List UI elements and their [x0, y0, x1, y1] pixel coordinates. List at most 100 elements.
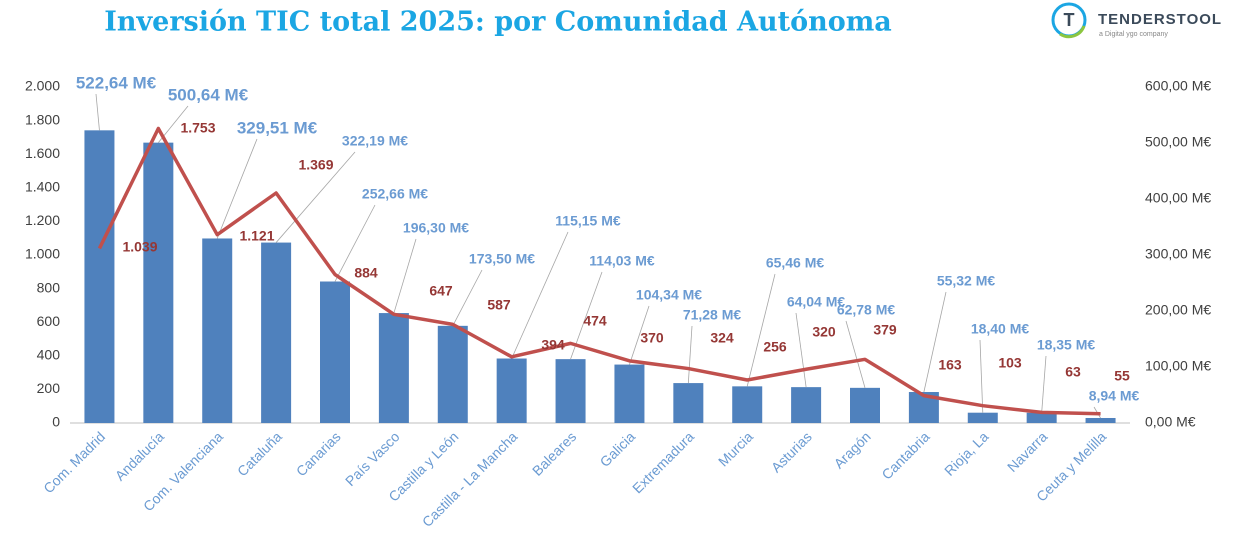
line-value-label: 320: [812, 324, 836, 340]
logo-tagline: a Digital ygo company: [1099, 31, 1168, 38]
y2-tick-label: 0,00 M€: [1145, 414, 1196, 430]
line-value-label: 647: [429, 283, 453, 299]
line-value-label: 587: [487, 297, 511, 313]
bar-value-label: 55,32 M€: [937, 273, 996, 289]
x-tick-label: Asturias: [768, 428, 815, 475]
logo-arc: [1059, 25, 1086, 39]
leader-line: [95, 93, 100, 131]
line-value-label: 884: [354, 265, 378, 281]
line-value-label: 103: [998, 355, 1022, 371]
bar: [261, 242, 292, 423]
leader-line: [511, 231, 569, 359]
line-value-label: 1.753: [180, 120, 215, 136]
leader-line: [1041, 355, 1047, 413]
bar: [437, 325, 468, 423]
x-tick-label: Galicia: [597, 428, 639, 470]
bar-value-label: 522,64 M€: [76, 73, 157, 92]
y-tick-label: 0: [52, 414, 60, 430]
bar: [320, 281, 350, 423]
bar-value-label: 329,51 M€: [237, 118, 318, 137]
line-value-label: 394: [541, 337, 565, 353]
bar-value-label: 18,40 M€: [971, 321, 1030, 337]
leader-line: [216, 138, 258, 239]
y2-tick-label: 500,00 M€: [1145, 134, 1211, 150]
line-value-label: 256: [763, 339, 787, 355]
leader-line: [923, 291, 947, 393]
leader-line: [334, 204, 376, 282]
bar: [850, 387, 880, 423]
x-tick-label: Murcia: [715, 428, 756, 469]
line-value-label: 370: [640, 330, 664, 346]
bar-value-label: 114,03 M€: [589, 253, 655, 269]
bar: [1085, 417, 1116, 423]
x-tick-label: Rioja, La: [941, 428, 992, 479]
line: [97, 126, 1101, 416]
y2-tick-label: 100,00 M€: [1145, 358, 1211, 374]
y2-tick-label: 300,00 M€: [1145, 246, 1211, 262]
x-tick-label: Canarias: [293, 428, 344, 479]
chart-title: Inversión TIC total 2025: por Comunidad …: [104, 7, 892, 38]
bar-value-label: 322,19 M€: [342, 133, 408, 149]
bar-value-label: 104,34 M€: [636, 287, 702, 303]
line-value-label: 379: [873, 322, 897, 338]
leader-line: [452, 269, 483, 327]
y-tick-label: 1.200: [25, 212, 60, 228]
x-tick-label: Com. Madrid: [40, 428, 108, 496]
line-value-label: 163: [938, 357, 962, 373]
bar-value-label: 62,78 M€: [837, 302, 896, 318]
line-value-label: 474: [583, 313, 607, 329]
y-tick-label: 600: [37, 313, 61, 329]
bar: [732, 386, 763, 423]
leader-line: [275, 151, 356, 243]
bar-value-label: 173,50 M€: [469, 251, 535, 267]
bar: [555, 359, 586, 423]
line-value-label: 1.121: [239, 228, 274, 244]
bar: [378, 313, 409, 423]
leader-line: [979, 339, 984, 413]
y-tick-label: 1.600: [25, 145, 60, 161]
y-tick-label: 400: [37, 347, 61, 363]
x-tick-label: Andalucía: [112, 428, 167, 483]
bar: [673, 383, 704, 423]
y2-tick-label: 400,00 M€: [1145, 190, 1211, 206]
x-tick-label: Baleares: [529, 428, 579, 478]
x-tick-label: País Vasco: [342, 428, 403, 489]
bar-value-label: 196,30 M€: [403, 220, 469, 236]
bar-value-label: 115,15 M€: [555, 213, 621, 229]
bar-value-label: 8,94 M€: [1089, 388, 1140, 404]
x-tick-label: Navarra: [1004, 428, 1051, 475]
y-tick-label: 1.000: [25, 246, 60, 262]
line-value-label: 1.369: [298, 157, 333, 173]
bar: [791, 387, 822, 423]
bar-value-label: 500,64 M€: [168, 85, 249, 104]
y-tick-label: 200: [37, 380, 61, 396]
y-tick-label: 800: [37, 279, 61, 295]
bar: [84, 130, 115, 423]
bar-value-label: 64,04 M€: [787, 294, 846, 310]
bar-value-label: 252,66 M€: [362, 186, 428, 202]
bar-value-label: 71,28 M€: [683, 307, 742, 323]
bar: [967, 412, 998, 423]
bar: [202, 238, 233, 423]
leader-line: [393, 238, 417, 314]
bar-value-label: 65,46 M€: [766, 255, 825, 271]
logo: T TENDERSTOOL a Digital ygo company: [1051, 2, 1222, 39]
line-value-label: 55: [1114, 368, 1130, 384]
x-tick-label: Cataluña: [234, 428, 285, 479]
y-tick-label: 1.800: [25, 111, 60, 127]
bar: [496, 358, 527, 423]
y-tick-label: 2.000: [25, 78, 60, 94]
x-tick-label: Cantabria: [878, 428, 932, 482]
bar-value-label: 18,35 M€: [1037, 337, 1096, 353]
y2-tick-label: 200,00 M€: [1145, 302, 1211, 318]
y2-tick-label: 600,00 M€: [1145, 78, 1211, 94]
leader-line: [629, 305, 650, 365]
x-tick-label: Aragón: [830, 428, 873, 471]
line-value-label: 324: [710, 330, 734, 346]
logo-name: TENDERSTOOL: [1098, 11, 1222, 28]
y-tick-label: 1.400: [25, 179, 60, 195]
line-value-label: 63: [1065, 364, 1081, 380]
x-tick-label: Extremadura: [629, 428, 697, 496]
leader-line: [746, 273, 776, 387]
